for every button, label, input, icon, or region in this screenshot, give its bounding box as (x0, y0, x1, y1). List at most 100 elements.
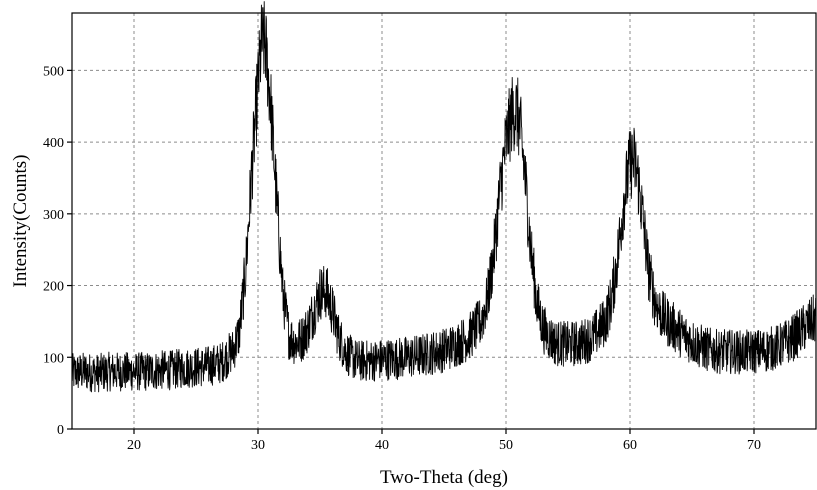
data-point (729, 351, 730, 352)
x-tick-label: 60 (623, 438, 637, 453)
data-point (307, 328, 308, 329)
series-line (71, 1, 817, 393)
data-point (515, 109, 516, 110)
data-point (549, 337, 550, 338)
data-point (313, 310, 314, 311)
data-point (753, 351, 754, 352)
data-point (667, 321, 668, 322)
data-point (381, 359, 382, 360)
data-point (419, 355, 420, 356)
data-point (276, 199, 277, 200)
data-point (543, 328, 544, 329)
data-point (443, 350, 444, 351)
data-point (332, 310, 333, 311)
x-axis-label: Two-Theta (deg) (380, 467, 508, 488)
data-point (133, 371, 134, 372)
data-point (512, 113, 513, 114)
x-tick-label: 30 (251, 438, 265, 453)
data-point (146, 371, 147, 372)
data-point (338, 335, 339, 336)
x-tick-label: 40 (375, 438, 389, 453)
plot-frame (71, 12, 817, 430)
x-tick-label: 50 (499, 438, 513, 453)
data-point (648, 271, 649, 272)
y-tick-label: 300 (43, 208, 64, 223)
data-point (239, 332, 240, 333)
data-point (679, 332, 680, 333)
data-point (261, 41, 262, 42)
data-point (96, 372, 97, 373)
data-point (611, 299, 612, 300)
data-point (791, 339, 792, 340)
data-point (319, 292, 320, 293)
data-point (233, 350, 234, 351)
data-point (481, 321, 482, 322)
x-tick-label: 70 (747, 438, 761, 453)
data-point (617, 256, 618, 257)
data-point (456, 344, 457, 345)
data-point (493, 256, 494, 257)
y-tick-label: 200 (43, 280, 64, 295)
x-tick-label: 20 (127, 438, 141, 453)
data-point (220, 362, 221, 363)
y-tick-label: 100 (43, 351, 64, 366)
data-point (121, 371, 122, 372)
data-point (344, 350, 345, 351)
data-point (357, 360, 358, 361)
data-point (288, 335, 289, 336)
data-point (778, 346, 779, 347)
data-point (704, 348, 705, 349)
data-point (109, 371, 110, 372)
data-point (629, 163, 630, 164)
data-point (183, 367, 184, 368)
data-point (741, 352, 742, 353)
data-point (171, 370, 172, 371)
data-point (766, 350, 767, 351)
data-point (642, 213, 643, 214)
data-point (369, 360, 370, 361)
data-point (251, 170, 252, 171)
data-point (716, 351, 717, 352)
data-point (633, 159, 634, 160)
data-point (592, 337, 593, 338)
data-point (505, 142, 506, 143)
y-tick-label: 0 (57, 423, 64, 438)
data-point (406, 357, 407, 358)
y-tick-label: 500 (43, 64, 64, 79)
data-point (158, 370, 159, 371)
y-tick-label: 400 (43, 136, 64, 151)
data-point (265, 45, 266, 46)
data-point (654, 299, 655, 300)
data-point (270, 98, 271, 99)
data-point (301, 339, 302, 340)
axis-ticks: 20 30 40 50 60 70 0 100 200 300 400 500 (43, 64, 761, 453)
data-point (487, 299, 488, 300)
data-point (282, 292, 283, 293)
data-point (536, 303, 537, 304)
series-layer (71, 1, 817, 393)
data-point (468, 337, 469, 338)
data-point (691, 341, 692, 342)
data-point (295, 342, 296, 343)
data-point (660, 314, 661, 315)
data-point (623, 199, 624, 200)
data-point (195, 367, 196, 368)
data-point (245, 271, 246, 272)
y-axis-label: Intensity(Counts) (10, 155, 31, 288)
data-point (519, 124, 520, 125)
data-point (567, 344, 568, 345)
data-point (524, 170, 525, 171)
data-point (394, 358, 395, 359)
data-point (530, 249, 531, 250)
data-point (431, 352, 432, 353)
data-point (580, 342, 581, 343)
data-point (84, 371, 85, 372)
data-point (605, 321, 606, 322)
data-point (326, 291, 327, 292)
data-point (499, 192, 500, 193)
data-point (803, 328, 804, 329)
data-point (350, 357, 351, 358)
data-point (555, 342, 556, 343)
data-point (208, 365, 209, 366)
